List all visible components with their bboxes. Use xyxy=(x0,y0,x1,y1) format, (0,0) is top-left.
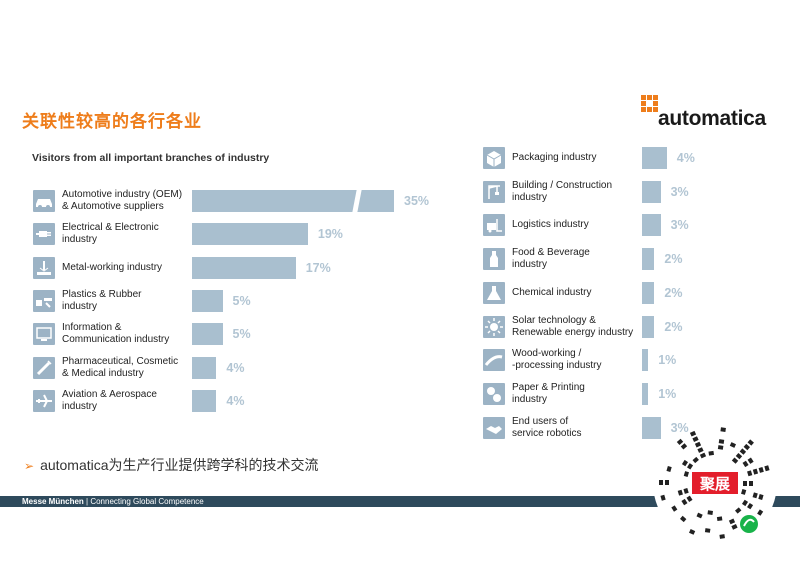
bar xyxy=(192,223,308,246)
data-label: 3% xyxy=(670,218,689,233)
page-title: 关联性较高的各行各业 xyxy=(22,112,202,132)
automatica-logo xyxy=(641,95,658,112)
plug-icon xyxy=(33,223,55,246)
bar-label: Paper & Printing industry xyxy=(512,381,585,405)
computer-icon xyxy=(33,323,55,346)
bar-label: Logistics industry xyxy=(512,219,589,231)
bar-label: Metal-working industry xyxy=(62,261,163,273)
bottle-icon xyxy=(483,248,505,271)
flask-icon xyxy=(483,281,505,304)
paper-roll-icon xyxy=(483,382,505,405)
chart-subtitle: Visitors from all important branches of … xyxy=(32,152,270,164)
bar-label: Aviation & Aerospace industry xyxy=(62,388,157,412)
bar xyxy=(192,256,296,279)
bar-label: Chemical industry xyxy=(512,286,592,298)
bar xyxy=(192,190,394,212)
axis-break-mark xyxy=(352,188,362,214)
footer-bar xyxy=(0,496,800,507)
bar-label: Wood-working / -processing industry xyxy=(512,348,602,372)
data-label: 35% xyxy=(404,194,430,208)
bar-label: Information & Communication industry xyxy=(62,322,170,346)
bar xyxy=(642,214,661,237)
data-label: 5% xyxy=(232,293,251,308)
bar xyxy=(642,180,661,203)
footer-separator: | xyxy=(83,497,91,506)
data-label: 2% xyxy=(664,319,683,334)
sun-icon xyxy=(483,315,505,338)
bar-label: Plastics & Rubber industry xyxy=(62,288,142,312)
data-label: 4% xyxy=(676,151,695,165)
data-label: 4% xyxy=(226,360,245,375)
data-label: 1% xyxy=(658,386,677,401)
data-label: 3% xyxy=(670,184,689,199)
bar xyxy=(192,289,223,312)
bar-label: Food & Beverage industry xyxy=(512,247,590,271)
bar xyxy=(642,281,655,304)
bar-label: Automotive industry (OEM) & Automotive s… xyxy=(62,189,183,212)
syringe-icon xyxy=(33,356,55,379)
footer-brand: Messe München xyxy=(22,497,84,506)
saw-icon xyxy=(483,349,505,372)
qr-label: 聚展 xyxy=(699,475,730,493)
plastics-icon xyxy=(33,289,55,312)
footer-tagline: Connecting Global Competence xyxy=(90,497,204,506)
bar xyxy=(642,248,655,271)
forklift-icon xyxy=(483,214,505,237)
data-label: 19% xyxy=(317,227,343,242)
bar xyxy=(642,349,649,372)
airplane-icon xyxy=(33,389,55,412)
bar-label: Electrical & Electronic industry xyxy=(62,222,159,246)
bar xyxy=(642,147,667,169)
data-label: 3% xyxy=(670,420,689,435)
package-icon xyxy=(483,147,505,169)
bar-label: Pharmaceutical, Cosmetic & Medical indus… xyxy=(62,355,179,379)
qr-code[interactable]: 聚展 xyxy=(652,420,778,546)
bar xyxy=(642,416,661,439)
logo-text: automatica xyxy=(658,107,766,130)
bar xyxy=(192,389,217,412)
metalwork-icon xyxy=(33,256,55,279)
data-label: 4% xyxy=(226,393,245,408)
bar xyxy=(192,356,217,379)
bar xyxy=(642,315,655,338)
bullet-arrow-icon: ➢ xyxy=(24,459,35,473)
handshake-icon xyxy=(483,416,505,439)
data-label: 2% xyxy=(664,252,683,267)
bar-label: Solar technology & Renewable energy indu… xyxy=(512,314,634,338)
data-label: 17% xyxy=(305,260,331,275)
bar-label: End users of service robotics xyxy=(512,415,582,439)
car-icon xyxy=(33,190,55,212)
bar-label: Building / Construction industry xyxy=(512,179,613,203)
bar-label: Packaging industry xyxy=(512,152,597,163)
bullet-point: ➢ automatica为生产行业提供跨学科的技术交流 xyxy=(24,455,319,475)
bullet-text: automatica为生产行业提供跨学科的技术交流 xyxy=(40,457,319,473)
bar xyxy=(642,382,649,405)
bar xyxy=(192,323,223,346)
data-label: 5% xyxy=(232,327,251,342)
crane-icon xyxy=(483,180,505,203)
data-label: 2% xyxy=(664,285,683,300)
data-label: 1% xyxy=(658,353,677,368)
footer-text: Messe München | Connecting Global Compet… xyxy=(22,496,204,507)
